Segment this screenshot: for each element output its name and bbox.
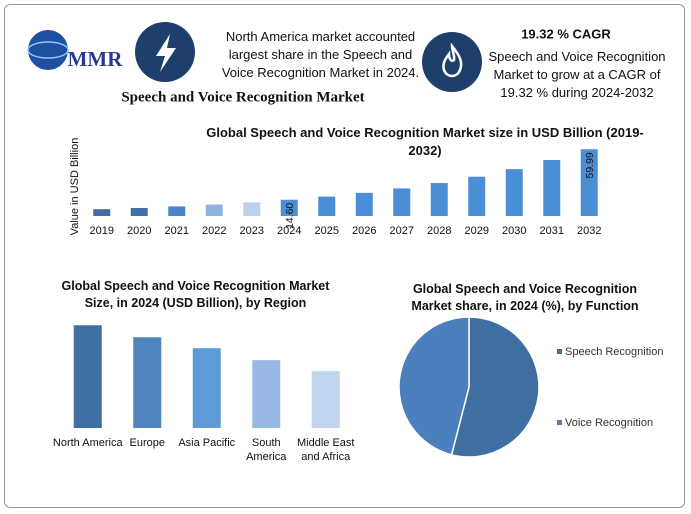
pie-slice bbox=[450, 316, 540, 458]
bar bbox=[543, 160, 561, 216]
chart-title: Global Speech and Voice Recognition Mark… bbox=[61, 279, 330, 310]
x-tick-label: 2019 bbox=[90, 225, 114, 237]
x-tick-label: 2026 bbox=[352, 225, 376, 237]
bar bbox=[318, 196, 336, 216]
bar bbox=[133, 337, 162, 428]
bar bbox=[393, 188, 411, 216]
x-tick-label: North America bbox=[52, 437, 123, 449]
icon-bolt bbox=[156, 34, 176, 72]
value-label: 59.99 bbox=[584, 152, 596, 178]
x-tick-label: 2032 bbox=[577, 225, 601, 237]
bar bbox=[280, 199, 298, 216]
cagr-text: Speech and Voice Recognition Market to g… bbox=[488, 49, 666, 100]
frame bbox=[4, 4, 685, 508]
bar bbox=[73, 325, 102, 428]
x-tick-label: 2021 bbox=[165, 225, 189, 237]
bar bbox=[205, 204, 223, 216]
x-tick-label: 2029 bbox=[465, 225, 489, 237]
x-tick-label: 2024 bbox=[277, 225, 301, 237]
x-tick-label: 2022 bbox=[202, 225, 226, 237]
x-tick-label: Asia Pacific bbox=[178, 437, 236, 449]
bar bbox=[311, 371, 340, 428]
legend-label: Speech Recognition bbox=[565, 346, 663, 358]
icon-flame bbox=[442, 42, 463, 78]
legend-label: Voice Recognition bbox=[565, 417, 653, 429]
x-tick-label: South America bbox=[246, 437, 287, 463]
highlight-text: North America market accounted largest s… bbox=[221, 29, 420, 80]
x-tick-label: 2031 bbox=[540, 225, 564, 237]
y-axis-label: Value in USD Billion bbox=[69, 138, 81, 236]
pie-slice bbox=[398, 316, 470, 456]
x-tick-label: Europe bbox=[129, 437, 165, 449]
bar bbox=[243, 202, 261, 216]
bar bbox=[468, 176, 486, 216]
x-tick-label: 2028 bbox=[427, 225, 451, 237]
x-tick-label: 2025 bbox=[315, 225, 339, 237]
chart-title: Global Speech and Voice Recognition Mark… bbox=[411, 282, 639, 313]
legend-swatch bbox=[557, 349, 562, 354]
logo-orbit bbox=[27, 41, 69, 59]
value-label: 14.60 bbox=[284, 203, 296, 229]
bar bbox=[580, 149, 598, 216]
x-tick-label: Middle East and Africa bbox=[297, 437, 355, 463]
bar bbox=[93, 209, 111, 216]
chart-title: Global Speech and Voice Recognition Mark… bbox=[206, 125, 644, 158]
cagr: 19.32 % CAGR bbox=[521, 26, 611, 41]
x-tick-label: 2020 bbox=[127, 225, 151, 237]
logo-text: MMR bbox=[68, 47, 124, 71]
x-tick-label: 2027 bbox=[390, 225, 414, 237]
bar bbox=[430, 183, 448, 216]
bar bbox=[355, 192, 373, 216]
bar bbox=[505, 169, 523, 216]
bar bbox=[168, 206, 186, 216]
legend-swatch bbox=[557, 420, 562, 425]
bar bbox=[192, 348, 221, 428]
x-tick-label: 2030 bbox=[502, 225, 526, 237]
bar bbox=[130, 207, 148, 216]
x-tick-label: 2023 bbox=[240, 225, 264, 237]
bar bbox=[252, 360, 281, 428]
page-title: Speech and Voice Recognition Market bbox=[121, 89, 364, 105]
logo-globe bbox=[28, 30, 68, 70]
